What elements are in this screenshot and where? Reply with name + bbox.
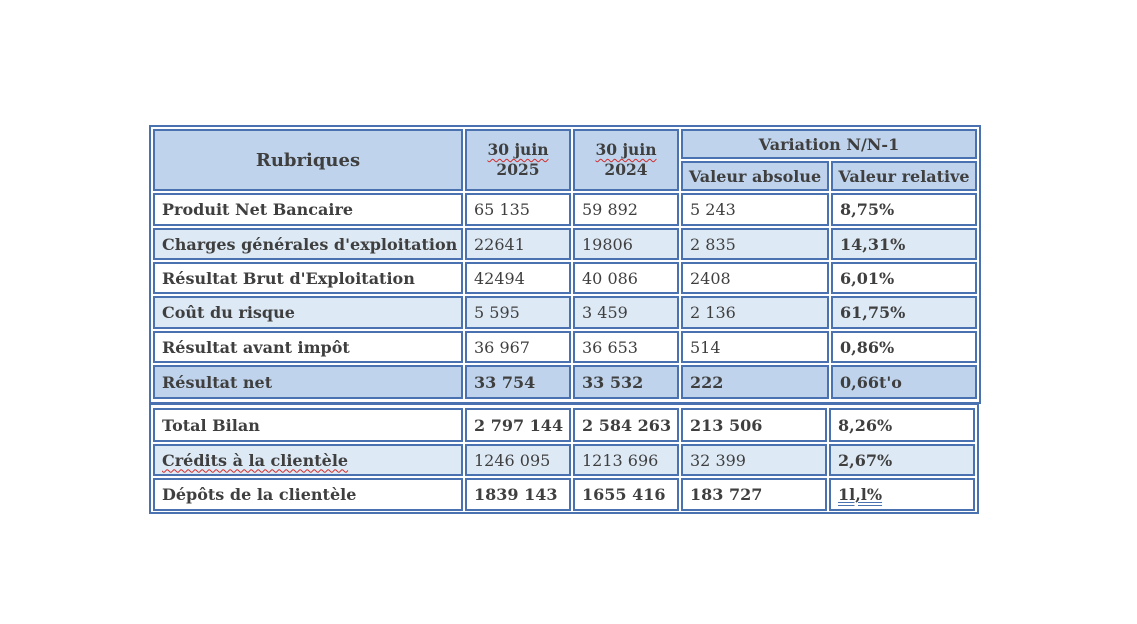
header-valeur-absolue: Valeur absolue bbox=[681, 161, 829, 191]
row-label: Charges générales d'exploitation bbox=[153, 228, 463, 260]
row-value-2024: 40 086 bbox=[573, 262, 679, 294]
header-rubriques-label: Rubriques bbox=[255, 149, 361, 171]
row-label: Coût du risque bbox=[153, 296, 463, 329]
header-2025-line2: 2025 bbox=[496, 160, 540, 179]
header-rubriques: Rubriques bbox=[153, 129, 463, 191]
row-value-2024: 59 892 bbox=[573, 193, 679, 226]
header-2024-line2: 2024 bbox=[604, 160, 648, 179]
row-value-2024: 2 584 263 bbox=[573, 408, 679, 442]
row-value-2024: 1655 416 bbox=[573, 478, 679, 511]
header-valeur-relative: Valeur relative bbox=[831, 161, 977, 191]
row-value-rel: 61,75% bbox=[831, 296, 977, 329]
row-value-2025: 1839 143 bbox=[465, 478, 571, 511]
results-table: Rubriques 30 juin 2025 30 juin 2024 Vari… bbox=[149, 125, 981, 404]
row-value-rel: 8,75% bbox=[831, 193, 977, 226]
row-value-2024: 36 653 bbox=[573, 331, 679, 363]
row-value-abs: 222 bbox=[681, 365, 829, 399]
row-label: Dépôts de la clientèle bbox=[153, 478, 463, 511]
row-value-rel-text: 1l,l% bbox=[838, 485, 883, 504]
row-value-abs: 183 727 bbox=[681, 478, 827, 511]
row-value-2024: 33 532 bbox=[573, 365, 679, 399]
row-value-rel: 1l,l% bbox=[829, 478, 975, 511]
row-value-abs: 5 243 bbox=[681, 193, 829, 226]
row-value-2025: 42494 bbox=[465, 262, 571, 294]
header-col-2025: 30 juin 2025 bbox=[465, 129, 571, 191]
header-variation-label: Variation N/N-1 bbox=[758, 134, 900, 154]
row-value-abs: 2408 bbox=[681, 262, 829, 294]
row-value-2025: 65 135 bbox=[465, 193, 571, 226]
row-label: Total Bilan bbox=[153, 408, 463, 442]
row-label-text: Crédits à la clientèle bbox=[162, 450, 349, 470]
row-value-2025: 22641 bbox=[465, 228, 571, 260]
row-label: Résultat net bbox=[153, 365, 463, 399]
row-value-2025: 5 595 bbox=[465, 296, 571, 329]
row-value-2024: 1213 696 bbox=[573, 444, 679, 476]
header-valeur-relative-label: Valeur relative bbox=[838, 166, 970, 186]
row-label: Produit Net Bancaire bbox=[153, 193, 463, 226]
header-col-2024: 30 juin 2024 bbox=[573, 129, 679, 191]
header-valeur-absolue-label: Valeur absolue bbox=[688, 166, 822, 186]
row-label: Résultat Brut d'Exploitation bbox=[153, 262, 463, 294]
row-value-abs: 2 835 bbox=[681, 228, 829, 260]
row-value-2025: 36 967 bbox=[465, 331, 571, 363]
header-variation: Variation N/N-1 bbox=[681, 129, 977, 159]
row-value-rel: 8,26% bbox=[829, 408, 975, 442]
row-value-abs: 213 506 bbox=[681, 408, 827, 442]
row-value-rel: 0,86% bbox=[831, 331, 977, 363]
row-value-2025: 1246 095 bbox=[465, 444, 571, 476]
row-value-2025: 33 754 bbox=[465, 365, 571, 399]
header-2024-line1: 30 juin bbox=[595, 140, 657, 159]
row-value-abs: 2 136 bbox=[681, 296, 829, 329]
row-value-abs: 32 399 bbox=[681, 444, 827, 476]
row-value-rel: 6,01% bbox=[831, 262, 977, 294]
row-value-rel: 14,31% bbox=[831, 228, 977, 260]
row-label: Crédits à la clientèle bbox=[153, 444, 463, 476]
row-value-2024: 19806 bbox=[573, 228, 679, 260]
row-value-abs: 514 bbox=[681, 331, 829, 363]
balance-table: Total Bilan 2 797 144 2 584 263 213 506 … bbox=[149, 403, 979, 514]
row-value-rel: 0,66t'o bbox=[831, 365, 977, 399]
row-value-2024: 3 459 bbox=[573, 296, 679, 329]
header-2025-line1: 30 juin bbox=[487, 140, 549, 159]
row-label: Résultat avant impôt bbox=[153, 331, 463, 363]
row-value-2025: 2 797 144 bbox=[465, 408, 571, 442]
row-value-rel: 2,67% bbox=[829, 444, 975, 476]
